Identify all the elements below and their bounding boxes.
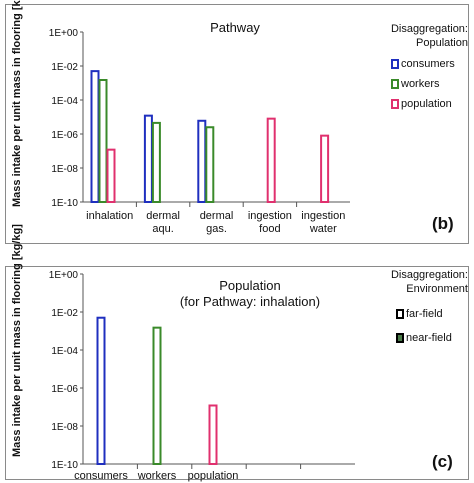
legend-swatch (391, 59, 399, 69)
y-tick-label: 1E-04 (51, 346, 78, 357)
panel-label: (b) (432, 214, 454, 233)
legend-title-line: Population (416, 37, 468, 49)
chart-plot-b: 1E+00 1E-02 1E-04 1E-06 1E-08 1E-10 (49, 28, 350, 209)
chart-title: Population (for Pathway: inhalation) (150, 278, 350, 310)
chart-frame (5, 266, 469, 480)
y-tick-label: 1E+00 (49, 270, 79, 281)
legend-title-line: Disaggregation: (390, 269, 468, 281)
bar-workers (98, 79, 108, 203)
legend-item-far-field: far-field (396, 308, 468, 320)
panel-label: (c) (432, 452, 453, 471)
y-tick-label: 1E-10 (51, 460, 78, 471)
bar-workers (205, 126, 215, 203)
y-tick-label: 1E-06 (51, 384, 78, 395)
legend-label: population (401, 98, 452, 110)
bar-consumers (96, 316, 106, 465)
y-tick-label: 1E-10 (51, 198, 78, 209)
legend-swatch (396, 309, 404, 319)
x-category-label: workers (137, 470, 177, 482)
x-category-label: inhalation (86, 210, 134, 222)
x-category-label: dermal gas. (199, 210, 234, 235)
y-tick-label: 1E-02 (51, 308, 78, 319)
legend-item-population: population (391, 98, 468, 110)
y-tick-label: 1E-08 (51, 164, 78, 175)
chart-plot-c: 1E+00 1E-02 1E-04 1E-06 1E-08 1E-10 (49, 270, 355, 471)
legend-swatch (391, 99, 399, 109)
bar-consumers (90, 70, 100, 203)
legend-label: consumers (401, 58, 455, 70)
legend-title-line: Disaggregation: (390, 23, 468, 35)
bar-workers (152, 326, 162, 465)
legend-swatch (391, 79, 399, 89)
chart-subtitle: (for Pathway: inhalation) (179, 294, 321, 309)
y-tick-label: 1E+00 (49, 28, 79, 39)
x-category-label: consumers (74, 470, 128, 482)
x-category-label: ingestion food (247, 210, 292, 235)
chart-panel-c: Mass intake per unit mass in flooring [k… (0, 224, 474, 482)
chart-frame (5, 4, 469, 244)
legend-label: far-field (406, 308, 443, 320)
legend-item-consumers: consumers (391, 58, 468, 70)
bar-population (320, 134, 330, 204)
legend-swatch (396, 333, 404, 343)
legend-title: Disaggregation: Population (364, 22, 468, 50)
legend: Disaggregation: Population consumers wor… (364, 22, 468, 110)
chart-title: Pathway (210, 20, 260, 35)
legend-item-workers: workers (391, 78, 468, 90)
bar-population (208, 404, 218, 466)
bar-consumers (197, 119, 207, 203)
x-category-label: ingestion water (301, 210, 346, 235)
bar-population (106, 148, 116, 203)
legend-item-near-field: near-field (396, 332, 468, 344)
legend-label: near-field (406, 332, 452, 344)
y-tick-label: 1E-04 (51, 96, 78, 107)
y-tick-label: 1E-08 (51, 422, 78, 433)
bar-consumers (143, 114, 153, 203)
bar-workers (151, 121, 161, 203)
legend-title: Disaggregation: Environment (360, 268, 468, 296)
legend-label: workers (401, 78, 440, 90)
bar-population (266, 117, 276, 203)
chart-title-line: Population (219, 278, 281, 293)
y-tick-label: 1E-02 (51, 62, 78, 73)
legend: Disaggregation: Environment far-field ne… (360, 268, 468, 344)
legend-title-line: Environment (406, 283, 468, 295)
x-category-label: population (187, 470, 239, 482)
y-tick-label: 1E-06 (51, 130, 78, 141)
x-category-label: dermal aqu. (146, 210, 180, 235)
chart-panel-b: Mass intake per unit mass in flooring [k… (5, 0, 469, 244)
